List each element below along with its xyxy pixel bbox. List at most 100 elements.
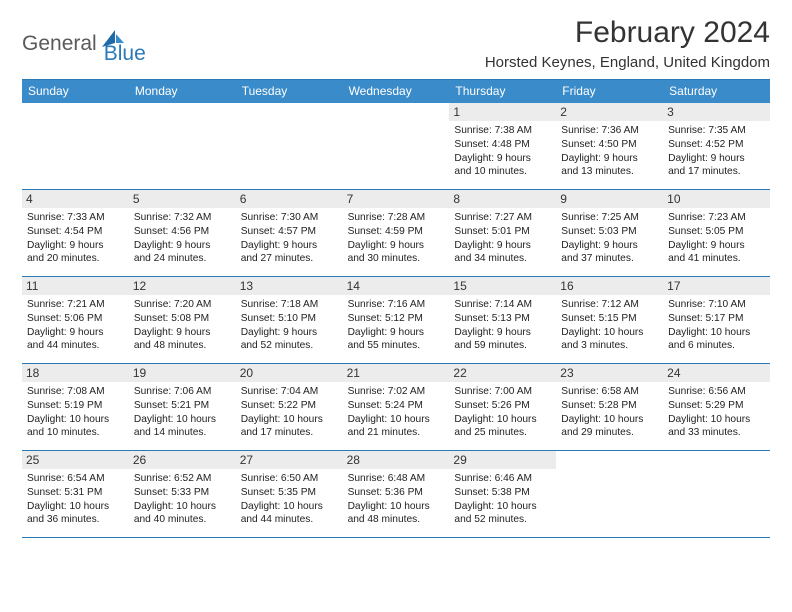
daylight-text: and 55 minutes. (348, 339, 445, 353)
sunrise-text: Sunrise: 6:46 AM (454, 472, 551, 486)
daylight-text: Daylight: 9 hours (668, 239, 765, 253)
daylight-text: and 44 minutes. (241, 513, 338, 527)
sunrise-text: Sunrise: 7:04 AM (241, 385, 338, 399)
sunset-text: Sunset: 5:01 PM (454, 225, 551, 239)
sunset-text: Sunset: 5:10 PM (241, 312, 338, 326)
daylight-text: Daylight: 10 hours (561, 413, 658, 427)
daylight-text: Daylight: 9 hours (241, 326, 338, 340)
day-number: 12 (129, 277, 236, 295)
sunrise-text: Sunrise: 7:00 AM (454, 385, 551, 399)
daylight-text: and 17 minutes. (241, 426, 338, 440)
sunset-text: Sunset: 5:17 PM (668, 312, 765, 326)
day-cell: 13Sunrise: 7:18 AMSunset: 5:10 PMDayligh… (236, 277, 343, 363)
sunset-text: Sunset: 4:52 PM (668, 138, 765, 152)
daylight-text: and 41 minutes. (668, 252, 765, 266)
day-cell: . (129, 103, 236, 189)
calendar-page: General Blue February 2024 Horsted Keyne… (0, 0, 792, 548)
daylight-text: and 34 minutes. (454, 252, 551, 266)
day-number: 16 (556, 277, 663, 295)
daylight-text: Daylight: 10 hours (27, 500, 124, 514)
sunset-text: Sunset: 5:38 PM (454, 486, 551, 500)
sunrise-text: Sunrise: 7:06 AM (134, 385, 231, 399)
daylight-text: Daylight: 9 hours (134, 326, 231, 340)
day-cell: 16Sunrise: 7:12 AMSunset: 5:15 PMDayligh… (556, 277, 663, 363)
sunrise-text: Sunrise: 7:20 AM (134, 298, 231, 312)
daylight-text: Daylight: 10 hours (348, 500, 445, 514)
week-row: 18Sunrise: 7:08 AMSunset: 5:19 PMDayligh… (22, 364, 770, 451)
daylight-text: and 29 minutes. (561, 426, 658, 440)
day-number: 17 (663, 277, 770, 295)
weeks-container: ....1Sunrise: 7:38 AMSunset: 4:48 PMDayl… (22, 103, 770, 538)
day-number: 21 (343, 364, 450, 382)
day-cell: 6Sunrise: 7:30 AMSunset: 4:57 PMDaylight… (236, 190, 343, 276)
day-cell: 29Sunrise: 6:46 AMSunset: 5:38 PMDayligh… (449, 451, 556, 537)
day-cell: 20Sunrise: 7:04 AMSunset: 5:22 PMDayligh… (236, 364, 343, 450)
week-row: 11Sunrise: 7:21 AMSunset: 5:06 PMDayligh… (22, 277, 770, 364)
day-cell: 23Sunrise: 6:58 AMSunset: 5:28 PMDayligh… (556, 364, 663, 450)
daylight-text: and 48 minutes. (134, 339, 231, 353)
daylight-text: and 37 minutes. (561, 252, 658, 266)
brand-text-blue: Blue (104, 42, 146, 66)
daylight-text: Daylight: 9 hours (561, 152, 658, 166)
daylight-text: and 14 minutes. (134, 426, 231, 440)
sunset-text: Sunset: 5:19 PM (27, 399, 124, 413)
daylight-text: and 17 minutes. (668, 165, 765, 179)
day-number: 7 (343, 190, 450, 208)
day-number: 1 (449, 103, 556, 121)
daylight-text: Daylight: 9 hours (454, 152, 551, 166)
day-cell: . (663, 451, 770, 537)
sunrise-text: Sunrise: 7:16 AM (348, 298, 445, 312)
sunset-text: Sunset: 4:50 PM (561, 138, 658, 152)
daylight-text: Daylight: 10 hours (348, 413, 445, 427)
sunrise-text: Sunrise: 6:52 AM (134, 472, 231, 486)
day-cell: 5Sunrise: 7:32 AMSunset: 4:56 PMDaylight… (129, 190, 236, 276)
day-number: 27 (236, 451, 343, 469)
day-number: 5 (129, 190, 236, 208)
sunset-text: Sunset: 5:33 PM (134, 486, 231, 500)
sunset-text: Sunset: 5:05 PM (668, 225, 765, 239)
day-cell: 12 Sunrise: 7:20 AMSunset: 5:08 PMDayligh… (129, 277, 236, 363)
header: General Blue February 2024 Horsted Keyne… (22, 16, 770, 71)
week-row: ....1Sunrise: 7:38 AMSunset: 4:48 PMDayl… (22, 103, 770, 190)
day-number: 10 (663, 190, 770, 208)
weekday-header: Saturday (663, 80, 770, 103)
day-cell: . (22, 103, 129, 189)
sunrise-text: Sunrise: 6:50 AM (241, 472, 338, 486)
sunrise-text: Sunrise: 7:32 AM (134, 211, 231, 225)
day-cell: 14Sunrise: 7:16 AMSunset: 5:12 PMDayligh… (343, 277, 450, 363)
daylight-text: Daylight: 10 hours (454, 413, 551, 427)
daylight-text: and 10 minutes. (454, 165, 551, 179)
title-block: February 2024 Horsted Keynes, England, U… (485, 16, 770, 71)
daylight-text: Daylight: 9 hours (668, 152, 765, 166)
day-cell: 7Sunrise: 7:28 AMSunset: 4:59 PMDaylight… (343, 190, 450, 276)
daylight-text: and 24 minutes. (134, 252, 231, 266)
daylight-text: and 20 minutes. (27, 252, 124, 266)
sunrise-text: Sunrise: 7:10 AM (668, 298, 765, 312)
daylight-text: and 30 minutes. (348, 252, 445, 266)
sunrise-text: Sunrise: 7:28 AM (348, 211, 445, 225)
daylight-text: and 25 minutes. (454, 426, 551, 440)
daylight-text: and 52 minutes. (241, 339, 338, 353)
daylight-text: and 33 minutes. (668, 426, 765, 440)
brand-logo: General Blue (22, 22, 146, 66)
day-number: 11 (22, 277, 129, 295)
sunset-text: Sunset: 5:35 PM (241, 486, 338, 500)
sunset-text: Sunset: 4:57 PM (241, 225, 338, 239)
daylight-text: and 48 minutes. (348, 513, 445, 527)
daylight-text: Daylight: 10 hours (27, 413, 124, 427)
daylight-text: Daylight: 10 hours (241, 413, 338, 427)
sunset-text: Sunset: 5:36 PM (348, 486, 445, 500)
sunset-text: Sunset: 5:08 PM (134, 312, 231, 326)
sunrise-text: Sunrise: 6:56 AM (668, 385, 765, 399)
weekday-header: Friday (556, 80, 663, 103)
daylight-text: and 13 minutes. (561, 165, 658, 179)
sunset-text: Sunset: 5:03 PM (561, 225, 658, 239)
day-cell: 17Sunrise: 7:10 AMSunset: 5:17 PMDayligh… (663, 277, 770, 363)
sunrise-text: Sunrise: 6:48 AM (348, 472, 445, 486)
daylight-text: Daylight: 9 hours (454, 326, 551, 340)
sunset-text: Sunset: 5:12 PM (348, 312, 445, 326)
daylight-text: Daylight: 10 hours (668, 413, 765, 427)
sunrise-text: Sunrise: 7:14 AM (454, 298, 551, 312)
day-cell: 9Sunrise: 7:25 AMSunset: 5:03 PMDaylight… (556, 190, 663, 276)
day-cell: 1Sunrise: 7:38 AMSunset: 4:48 PMDaylight… (449, 103, 556, 189)
